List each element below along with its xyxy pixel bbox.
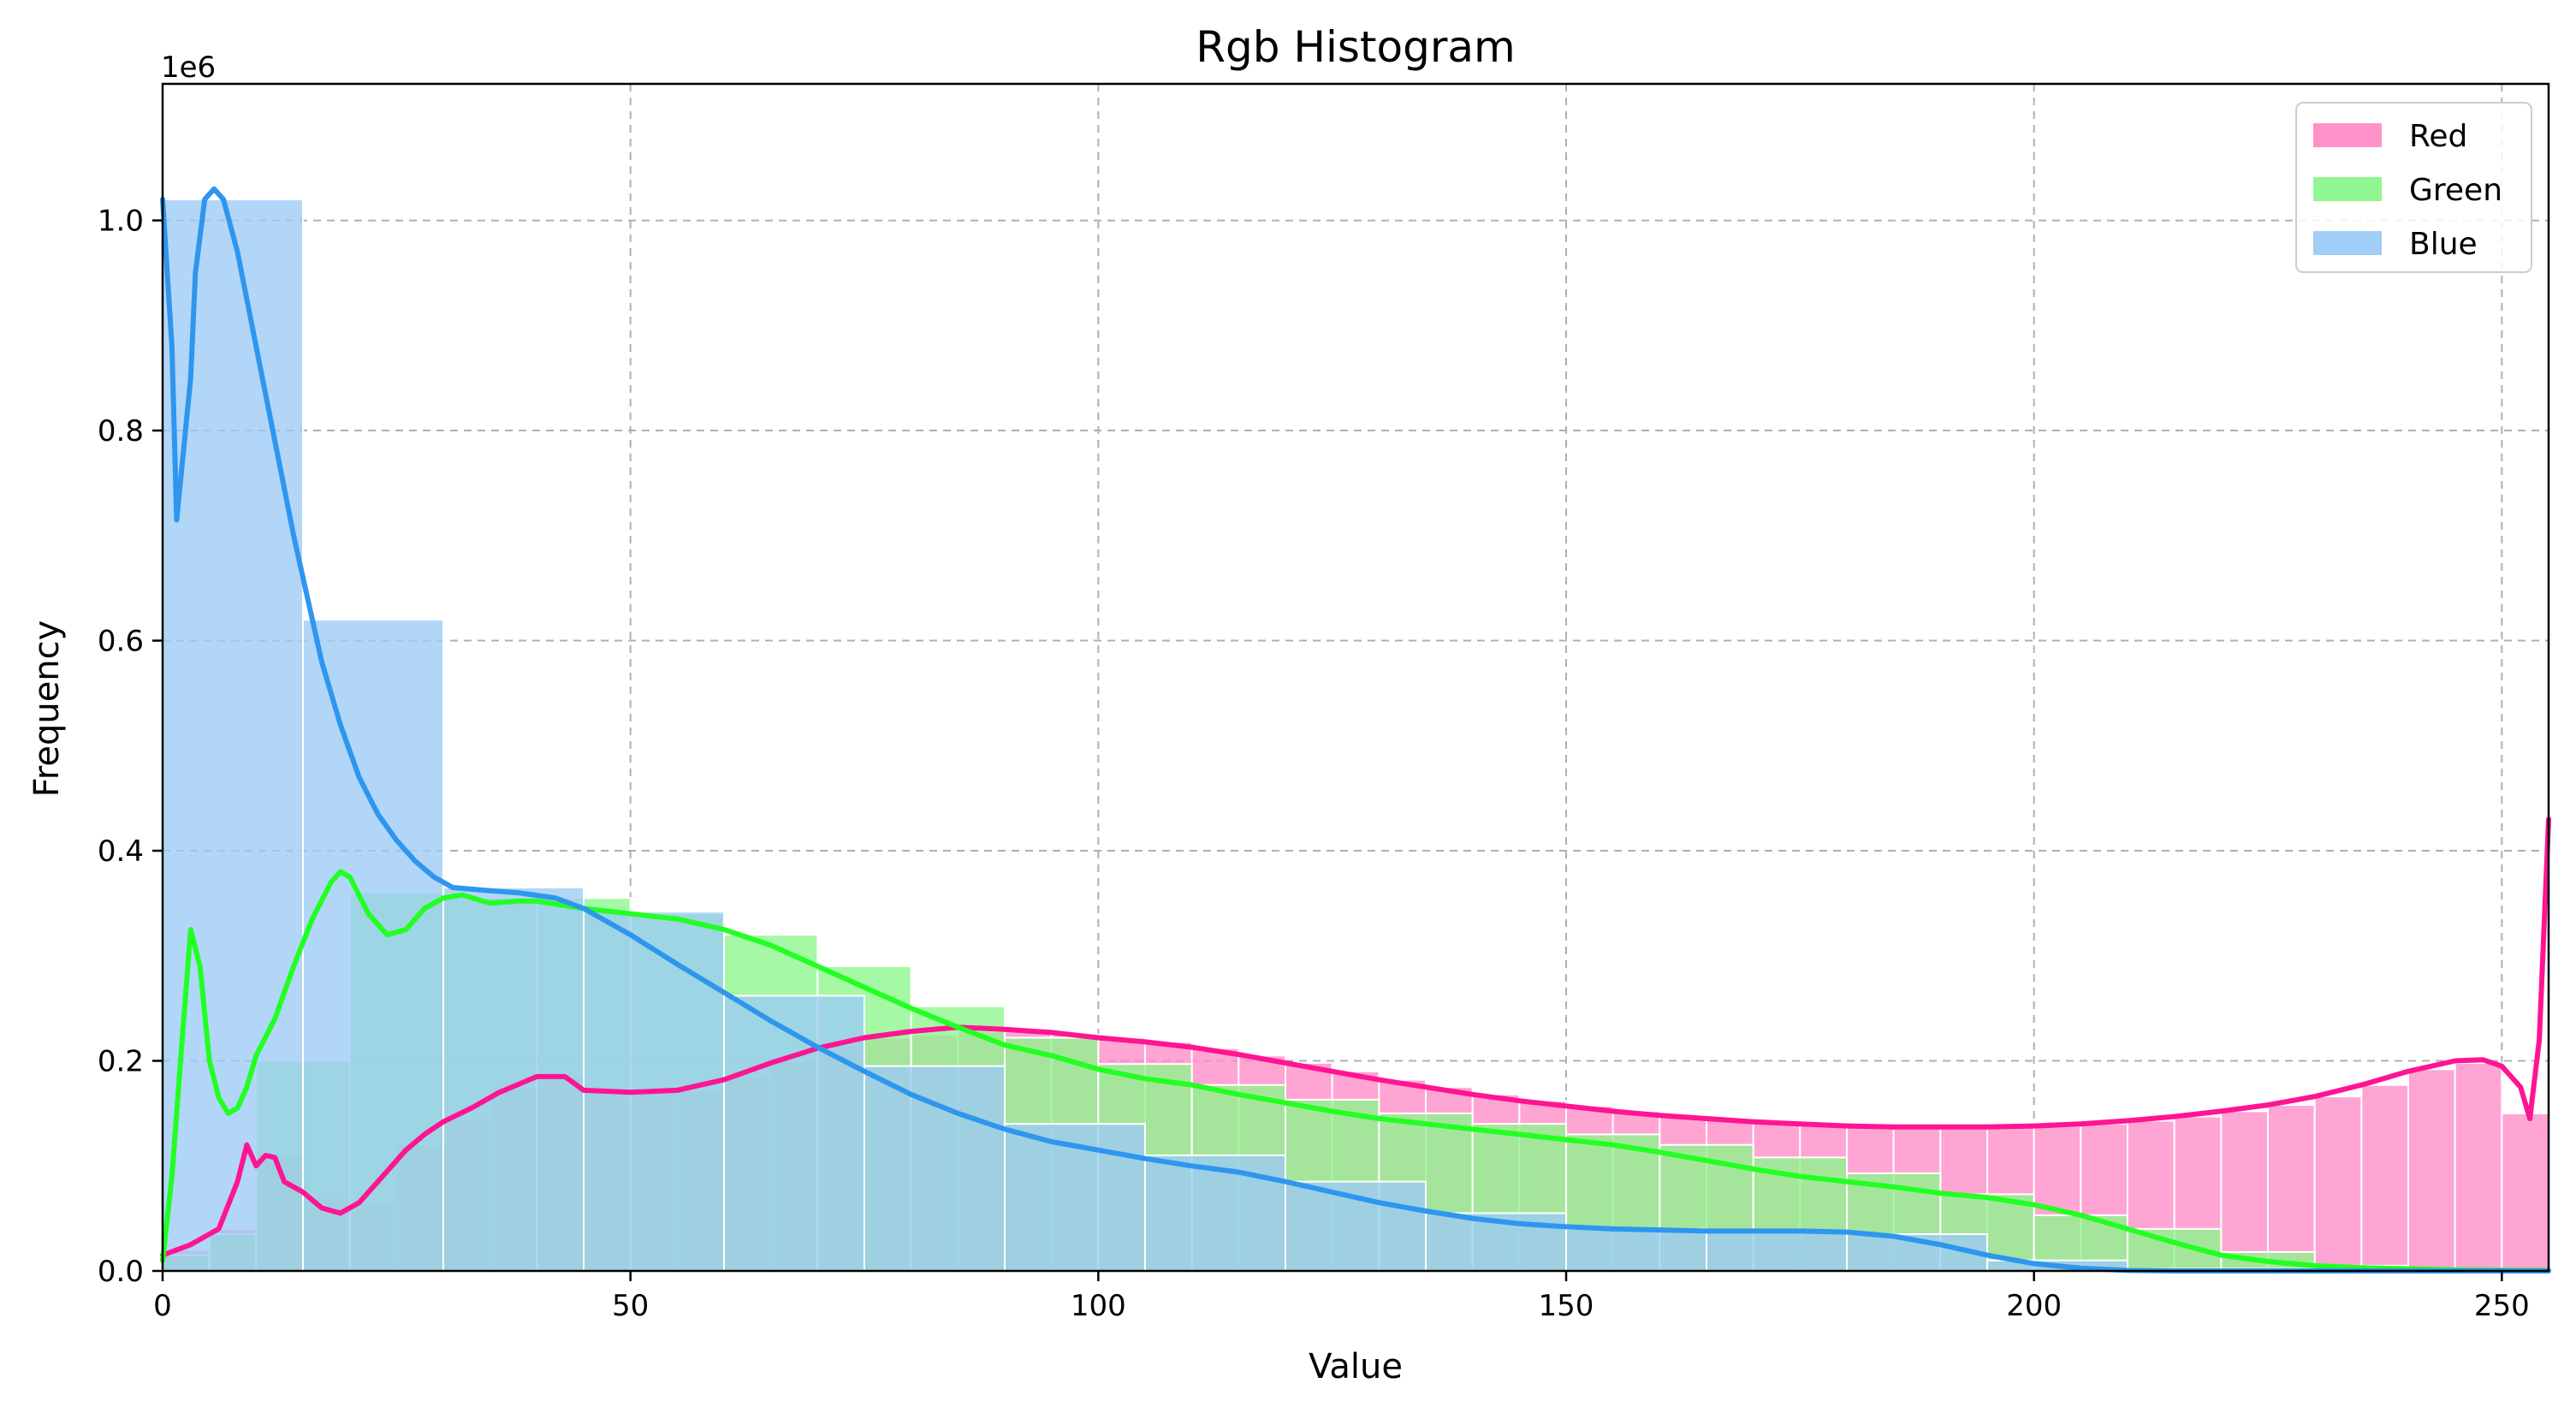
histogram-bar-red bbox=[2360, 1083, 2409, 1273]
kde-curves bbox=[160, 186, 2551, 1273]
y-tick-label: 0.4 bbox=[98, 834, 144, 869]
y-tick-label: 0.2 bbox=[98, 1045, 144, 1079]
x-axis-label: Value bbox=[1309, 1347, 1403, 1386]
y-axis-label: Frequency bbox=[27, 620, 67, 798]
y-tick-label: 0.6 bbox=[98, 625, 144, 659]
y-offset-text: 1e6 bbox=[161, 50, 216, 85]
x-tick-label: 100 bbox=[1071, 1289, 1126, 1323]
histogram-bar-red bbox=[2501, 1112, 2549, 1273]
histogram-bar-blue bbox=[302, 618, 444, 1272]
histogram-bar-blue bbox=[864, 1065, 1006, 1272]
histogram-bar-blue bbox=[1706, 1231, 1848, 1273]
legend-label-red: Red bbox=[2409, 119, 2467, 154]
legend-swatch-green bbox=[2313, 177, 2382, 201]
x-axis-ticks: 0 50 100 150 200 250 bbox=[153, 1271, 2530, 1323]
histogram-bar-red bbox=[2313, 1095, 2363, 1272]
histogram-bar-blue bbox=[1565, 1227, 1707, 1273]
x-tick-label: 50 bbox=[612, 1289, 649, 1323]
bars-blue bbox=[162, 199, 2549, 1273]
legend-label-blue: Blue bbox=[2409, 227, 2478, 262]
x-tick-label: 250 bbox=[2474, 1289, 2530, 1323]
legend-swatch-blue bbox=[2313, 231, 2382, 255]
x-tick-label: 0 bbox=[153, 1289, 172, 1323]
y-tick-label: 0.8 bbox=[98, 414, 144, 448]
histogram-bar-blue bbox=[442, 886, 585, 1272]
x-tick-label: 150 bbox=[1539, 1289, 1594, 1323]
plot-frame bbox=[161, 82, 2550, 1273]
legend: Red Green Blue bbox=[2295, 102, 2532, 273]
histogram-bar-red bbox=[2220, 1110, 2269, 1272]
legend-swatch-red bbox=[2313, 123, 2382, 147]
histogram-bar-blue bbox=[1144, 1154, 1286, 1272]
legend-label-green: Green bbox=[2409, 173, 2502, 208]
histogram-bar-blue bbox=[162, 199, 304, 1272]
y-axis-ticks: 0.0 0.2 0.4 0.6 0.8 1.0 bbox=[98, 205, 163, 1289]
kde-line-blue bbox=[160, 186, 2551, 1273]
histogram-bar-red bbox=[2454, 1061, 2503, 1272]
histogram-bar-red bbox=[2407, 1068, 2456, 1273]
kde-line-red bbox=[160, 816, 2551, 1258]
histogram-bar-red bbox=[2267, 1104, 2316, 1272]
chart-title: Rgb Histogram bbox=[1196, 22, 1516, 72]
y-tick-label: 0.0 bbox=[98, 1255, 144, 1289]
x-tick-label: 200 bbox=[2006, 1289, 2062, 1323]
histogram-bars bbox=[162, 199, 2549, 1273]
y-tick-label: 1.0 bbox=[98, 205, 144, 239]
kde-line-green bbox=[160, 869, 2551, 1273]
